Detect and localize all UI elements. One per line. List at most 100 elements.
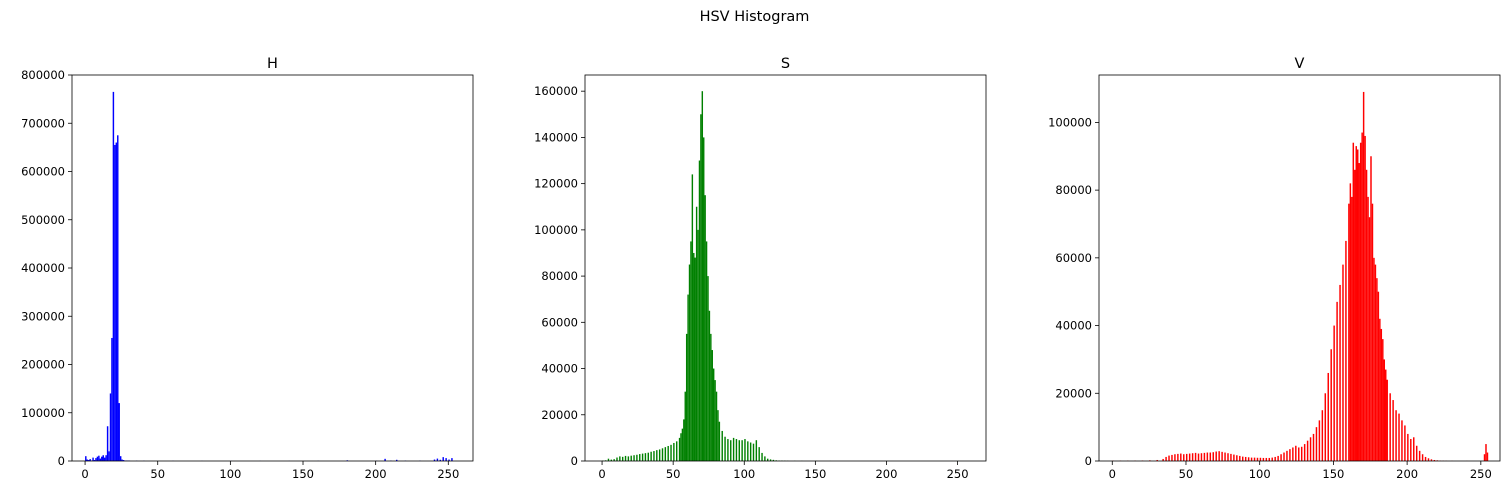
- histogram-bar-v: [1421, 454, 1424, 461]
- histogram-bar-v: [1351, 196, 1353, 461]
- histogram-bar-v: [1280, 454, 1282, 461]
- histogram-bar-s: [619, 456, 621, 461]
- histogram-bar-s: [755, 440, 758, 461]
- histogram-bar-v: [1358, 163, 1360, 462]
- histogram-bar-s: [681, 428, 684, 461]
- histogram-bar-h: [96, 456, 99, 461]
- histogram-bar-v: [1404, 425, 1406, 461]
- histogram-bar-v: [1367, 196, 1369, 461]
- subplot-title-s: S: [781, 56, 790, 72]
- histogram-bar-s: [621, 456, 624, 461]
- histogram-bar-s: [718, 421, 721, 461]
- histogram-bar-s: [707, 276, 709, 461]
- histogram-bar-s: [685, 333, 688, 461]
- histogram-bar-v: [1485, 444, 1487, 461]
- histogram-bar-v: [1265, 457, 1268, 461]
- histogram-bar-v: [1171, 454, 1173, 461]
- histogram-bar-s: [641, 453, 644, 461]
- histogram-bar-v: [1183, 454, 1185, 461]
- histogram-bar-h: [451, 458, 453, 461]
- histogram-bar-s: [769, 459, 772, 461]
- histogram-bar-h: [109, 393, 112, 461]
- histogram-bar-v: [1382, 339, 1384, 461]
- x-tick-label-v: 150: [1322, 467, 1344, 481]
- y-tick-label-h: 300000: [21, 309, 65, 323]
- histogram-bar-v: [1427, 458, 1430, 461]
- x-tick-label-s: 250: [947, 467, 969, 481]
- histogram-bar-s: [717, 410, 719, 461]
- histogram-bar-v: [1289, 449, 1291, 461]
- histogram-bar-v: [1239, 455, 1241, 461]
- histogram-bar-v: [1418, 450, 1421, 461]
- histogram-bar-v: [1233, 454, 1235, 461]
- histogram-bar-v: [1197, 453, 1200, 461]
- histogram-bar-s: [744, 439, 746, 461]
- histogram-bar-v: [1209, 452, 1212, 461]
- y-tick-label-v: 100000: [1048, 115, 1092, 129]
- histogram-bar-s: [664, 447, 667, 461]
- histogram-bar-s: [758, 447, 760, 461]
- histogram-bar-s: [680, 433, 682, 461]
- histogram-bar-s: [613, 459, 615, 461]
- histogram-bar-s: [693, 252, 695, 461]
- histogram-bar-s: [636, 454, 638, 461]
- histogram-bar-h: [114, 144, 116, 461]
- x-tick-label-h: 150: [292, 467, 314, 481]
- histogram-bar-v: [1330, 349, 1332, 461]
- histogram-bar-v: [1370, 156, 1372, 461]
- histogram-bar-s: [735, 439, 738, 461]
- y-tick-label-s: 20000: [541, 408, 578, 422]
- histogram-bar-h: [85, 456, 87, 461]
- histogram-bar-v: [1309, 437, 1312, 461]
- histogram-bar-v: [1230, 453, 1232, 461]
- histogram-bar-s: [683, 419, 685, 461]
- histogram-bar-h: [442, 457, 444, 461]
- histogram-bar-s: [639, 454, 641, 461]
- panel-v: 0 50 100 150 200 250 0 20000 40000 60000 80000 1000…: [1048, 56, 1501, 481]
- histogram-bar-v: [1262, 457, 1265, 461]
- histogram-bar-h: [99, 458, 102, 461]
- histogram-bar-v: [1206, 452, 1209, 461]
- histogram-bar-v: [1168, 455, 1170, 461]
- histogram-bar-s: [607, 458, 610, 461]
- histogram-bar-h: [111, 337, 113, 461]
- histogram-bar-s: [708, 310, 711, 461]
- histogram-bar-v: [1259, 457, 1262, 461]
- histogram-bar-v: [1392, 400, 1394, 461]
- histogram-bar-v: [1413, 437, 1415, 461]
- x-tick-label-s: 50: [666, 467, 681, 481]
- histogram-bar-h: [117, 135, 119, 461]
- y-tick-label-h: 400000: [21, 261, 65, 275]
- histogram-bar-v: [1274, 456, 1276, 461]
- x-tick-label-v: 100: [1249, 467, 1271, 481]
- histogram-bar-v: [1271, 457, 1273, 461]
- histogram-bar-s: [616, 457, 618, 461]
- histogram-bar-v: [1361, 132, 1363, 461]
- histogram-bar-v: [1215, 451, 1217, 461]
- y-tick-label-v: 60000: [1055, 251, 1092, 265]
- histogram-bar-v: [1386, 379, 1388, 461]
- histogram-bar-s: [741, 440, 743, 461]
- histogram-bar-v: [1433, 459, 1436, 461]
- histogram-bar-s: [676, 441, 678, 461]
- histogram-bar-h: [102, 455, 104, 461]
- histogram-bar-v: [1380, 328, 1383, 461]
- panel-h: 0 50 100 150 200 250 0 100000 200000 300000 400000…: [21, 56, 474, 481]
- histogram-bar-s: [678, 437, 681, 461]
- histogram-bar-h: [119, 456, 122, 461]
- x-tick-label-v: 0: [1109, 467, 1116, 481]
- subplot-title-v: V: [1295, 56, 1305, 72]
- y-tick-label-s: 60000: [541, 315, 578, 329]
- histogram-bar-v: [1362, 91, 1365, 462]
- histogram-bar-v: [1401, 420, 1403, 461]
- histogram-bar-h: [445, 458, 447, 461]
- histogram-bar-s: [658, 449, 661, 461]
- histogram-bar-v: [1194, 452, 1197, 461]
- histogram-bar-v: [1321, 410, 1324, 461]
- histogram-bar-h: [448, 459, 450, 461]
- histogram-bar-v: [1295, 445, 1297, 461]
- histogram-bar-s: [703, 137, 705, 461]
- x-tick-label-h: 100: [219, 467, 241, 481]
- histogram-bar-v: [1336, 301, 1338, 461]
- histogram-bar-s: [772, 459, 775, 461]
